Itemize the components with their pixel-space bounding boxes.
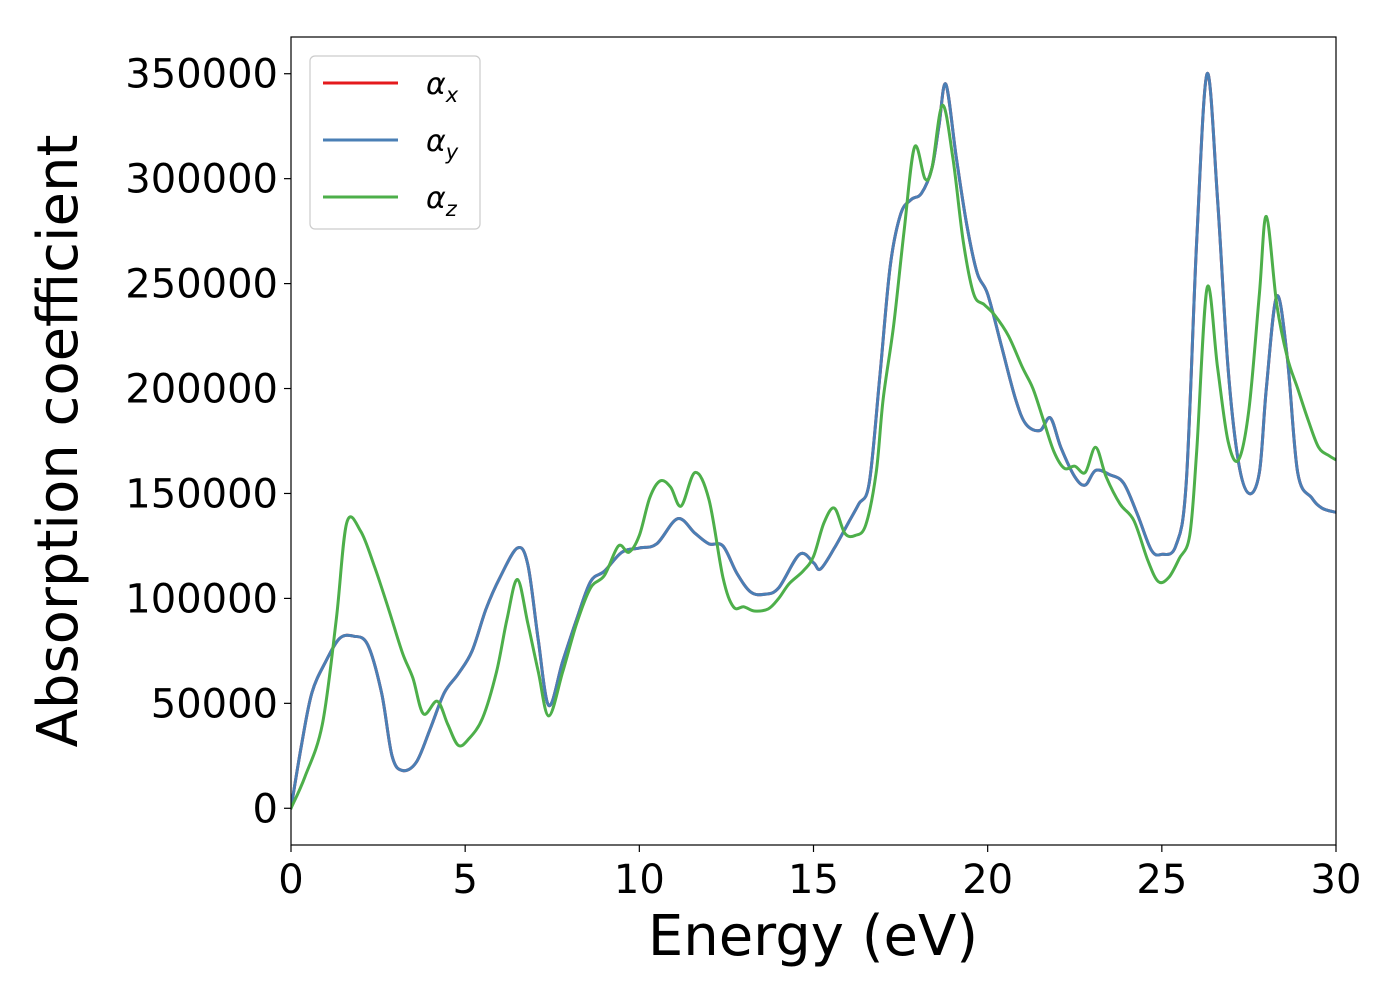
y-tick-label: 300000: [125, 157, 278, 203]
x-axis: 0 5 10 15 20 25 30: [278, 845, 1361, 903]
x-tick-label: 25: [1136, 857, 1187, 903]
legend-label-alpha-z: αz: [426, 181, 458, 221]
x-axis-title: Energy (eV): [648, 904, 978, 969]
legend-label-alpha-y: αy: [426, 124, 459, 164]
x-tick-label: 10: [614, 857, 665, 903]
x-tick-label: 20: [962, 857, 1013, 903]
y-tick-label: 0: [253, 786, 278, 832]
series-line-alpha-y: [291, 72, 1336, 810]
y-tick-label: 150000: [125, 471, 278, 517]
y-axis: 0 50000 100000 150000 200000 250000 300000 3500…: [125, 52, 291, 832]
y-tick-label: 200000: [125, 367, 278, 413]
legend: αx αy αz: [309, 55, 481, 230]
legend-label-alpha-x: αx: [426, 67, 459, 107]
y-tick-label: 350000: [125, 52, 278, 98]
x-tick-label: 30: [1311, 857, 1362, 903]
x-tick-label: 15: [788, 857, 839, 903]
y-tick-label: 100000: [125, 576, 278, 622]
x-tick-label: 0: [278, 857, 303, 903]
y-tick-label: 50000: [151, 681, 278, 727]
legend-box: [309, 55, 481, 230]
x-tick-label: 5: [452, 857, 477, 903]
series-line-alpha-z: [291, 103, 1336, 810]
y-tick-label: 250000: [125, 262, 278, 308]
series-layer: [291, 72, 1336, 810]
y-axis-title: Absorption coefficient: [26, 135, 91, 748]
